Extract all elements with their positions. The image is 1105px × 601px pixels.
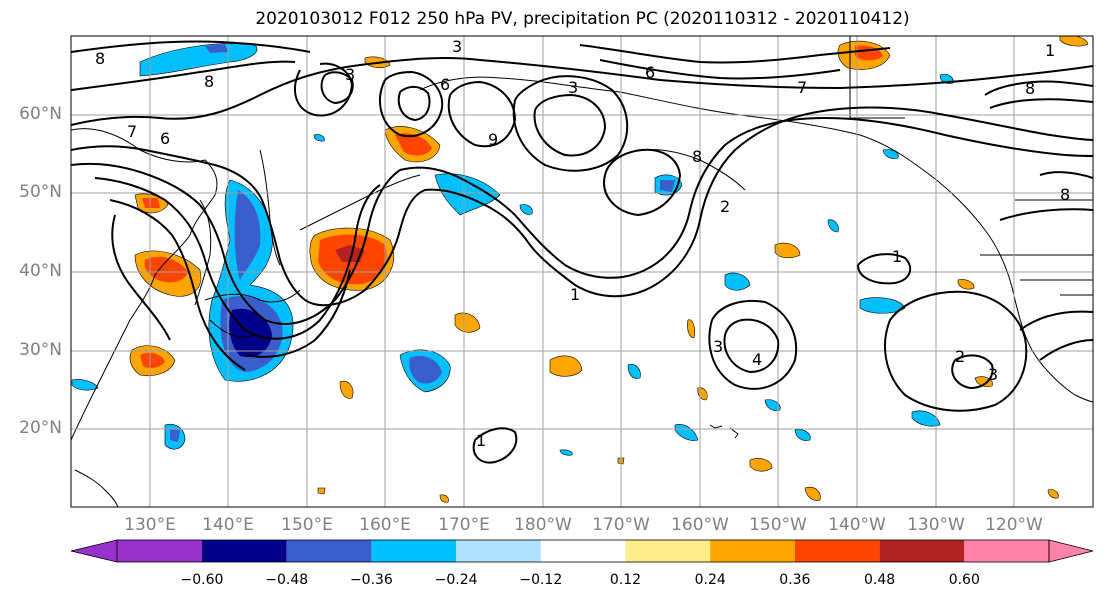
contour-label: 1 (476, 431, 486, 450)
contour-label: 6 (160, 129, 170, 148)
pv-contours (71, 40, 1093, 464)
contour-label: 8 (1025, 79, 1035, 98)
colorbar-tick-label: −0.36 (349, 572, 393, 588)
colorbar-tick-label: −0.12 (519, 572, 563, 588)
colorbar-swatch (964, 540, 1049, 562)
lon-label: 130°W (907, 515, 965, 535)
colorbar-swatch (625, 540, 711, 562)
contour-label: 4 (752, 350, 762, 369)
lon-label: 160°E (359, 515, 411, 535)
colorbar-swatch (456, 540, 541, 562)
contour-label: 3 (345, 65, 355, 84)
colorbar-tick-label: 0.60 (948, 572, 980, 588)
colorbar-tick-label: 0.24 (694, 572, 726, 588)
contour-label: 1 (1045, 41, 1055, 60)
lon-label: 150°W (749, 515, 807, 535)
colorbar-under-arrow (70, 539, 118, 563)
colorbar-tick-label: 0.48 (864, 572, 896, 588)
lon-label: 140°W (828, 515, 886, 535)
contour-labels: 8 8 7 6 3 3 6 3 7 8 9 1 1 8 6 2 1 1 4 3 … (95, 37, 1070, 450)
contour-label: 2 (955, 347, 965, 366)
contour-label: 7 (127, 122, 137, 141)
contour-label: 3 (988, 365, 998, 384)
lat-label: 60°N (19, 104, 62, 124)
contour-label: 3 (452, 37, 462, 56)
contour-label: 8 (95, 49, 105, 68)
lat-label: 50°N (19, 182, 62, 202)
colorbar-tick-label: 0.12 (609, 572, 642, 588)
colorbar (70, 539, 1094, 563)
contour-label: 1 (570, 285, 580, 304)
contour-label: 8 (692, 147, 702, 166)
colorbar-tick-label: −0.60 (180, 572, 224, 588)
lat-label: 40°N (19, 261, 62, 281)
colorbar-swatch (202, 540, 287, 562)
graticule (71, 36, 1093, 507)
lon-label: 130°E (124, 515, 176, 535)
map-title: 2020103012 F012 250 hPa PV, precipitatio… (255, 9, 910, 29)
colorbar-swatch (117, 540, 202, 562)
positive-anomaly-shading (129, 36, 1089, 503)
colorbar-tick-label: −0.24 (434, 572, 478, 588)
colorbar-over-arrow (1048, 539, 1094, 563)
contour-label: 9 (488, 130, 498, 149)
lon-label: 160°W (671, 515, 729, 535)
colorbar-swatch (371, 540, 457, 562)
contour-label: 6 (440, 75, 450, 94)
colorbar-swatch (879, 540, 965, 562)
lon-label: 180°W (514, 515, 572, 535)
contour-label: 3 (568, 78, 578, 97)
contour-label: 6 (645, 63, 655, 82)
contour-label: 3 (713, 337, 723, 356)
colorbar-tick-label: −0.48 (265, 572, 309, 588)
colorbar-swatch (794, 540, 880, 562)
contour-label: 1 (892, 247, 902, 266)
map-frame (70, 35, 1094, 508)
lat-label: 20°N (19, 418, 62, 438)
contour-label: 7 (797, 78, 807, 97)
lat-label: 30°N (19, 340, 62, 360)
lon-label: 170°E (438, 515, 490, 535)
lon-label: 150°E (281, 515, 333, 535)
contour-label: 2 (720, 197, 730, 216)
lon-label: 140°E (202, 515, 254, 535)
contour-label: 8 (204, 72, 214, 91)
colorbar-frame (116, 539, 1050, 563)
colorbar-swatch (540, 540, 626, 562)
colorbar-tick-label: 0.36 (779, 572, 811, 588)
contour-label: 8 (1060, 185, 1070, 204)
map-plot-area: 8 8 7 6 3 3 6 3 7 8 9 1 1 8 6 2 1 1 4 3 … (71, 36, 1093, 507)
colorbar-swatch (286, 540, 372, 562)
colorbar-swatch (710, 540, 795, 562)
lon-label: 170°W (592, 515, 650, 535)
lon-label: 120°W (985, 515, 1043, 535)
